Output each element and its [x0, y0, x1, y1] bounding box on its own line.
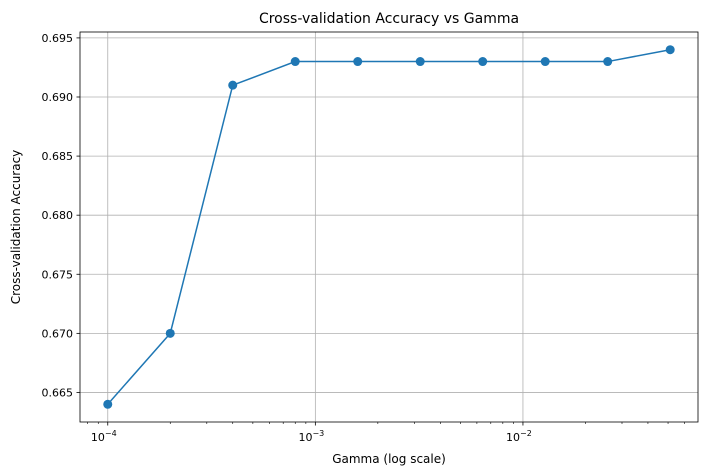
x-tick-label: 10−2 — [506, 429, 532, 444]
x-tick-label: 10−4 — [91, 429, 117, 444]
x-tick-label: 10−3 — [298, 429, 324, 444]
data-point — [165, 328, 175, 338]
y-tick-label: 0.680 — [42, 209, 74, 222]
data-point — [665, 45, 675, 55]
y-tick-label: 0.670 — [42, 327, 74, 340]
x-axis-ticks: 10−4 10−3 10−2 — [87, 422, 685, 444]
data-point — [415, 57, 425, 67]
y-tick-label: 0.695 — [42, 32, 74, 45]
x-axis-label: Gamma (log scale) — [332, 452, 446, 466]
series-layer — [103, 45, 675, 409]
y-axis-ticks: 0.665 0.670 0.675 0.680 0.685 0.690 0.695 — [42, 32, 80, 399]
data-point — [353, 57, 363, 67]
y-tick-label: 0.675 — [42, 268, 74, 281]
data-point — [290, 57, 300, 67]
grid — [80, 32, 698, 422]
y-axis-label: Cross-validation Accuracy — [9, 150, 23, 305]
y-tick-label: 0.685 — [42, 150, 74, 163]
plot-area-frame — [79, 31, 699, 423]
chart-title: Cross-validation Accuracy vs Gamma — [259, 11, 519, 27]
data-point — [478, 57, 488, 67]
data-point — [540, 57, 550, 67]
y-tick-label: 0.665 — [42, 386, 74, 399]
data-point — [103, 399, 113, 409]
y-tick-label: 0.690 — [42, 91, 74, 104]
data-point — [228, 80, 238, 90]
series-line — [107, 48, 671, 405]
data-point — [603, 57, 613, 67]
